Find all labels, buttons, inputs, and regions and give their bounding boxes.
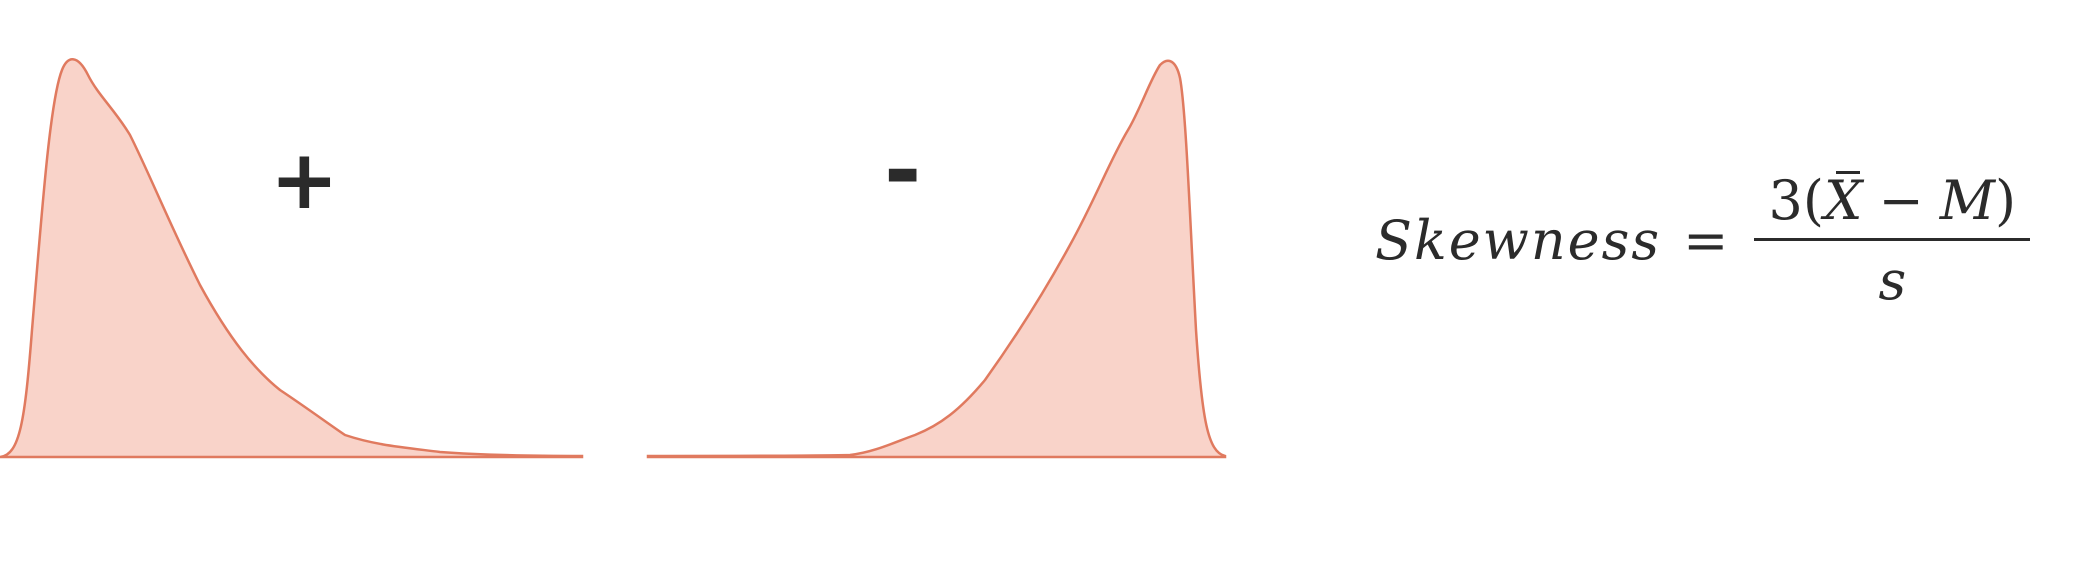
negative-skew-curve xyxy=(646,59,1227,459)
skewness-formula: Skewness = 3( X − M ) s xyxy=(1375,160,2031,320)
numerator-minus: − xyxy=(1878,168,1924,232)
positive-sign: + xyxy=(270,133,339,228)
numerator-lead: 3( xyxy=(1768,168,1824,232)
numerator-close: ) xyxy=(1994,168,2017,232)
formula-lhs: Skewness xyxy=(1375,208,1662,272)
formula-numerator: 3( X − M ) xyxy=(1765,169,2021,232)
formula-denominator: s xyxy=(1878,248,1907,312)
x-bar-symbol: X xyxy=(1823,168,1863,232)
negative-sign: - xyxy=(884,118,922,223)
formula-equals: = xyxy=(1683,208,1729,272)
formula-fraction: 3( X − M ) s xyxy=(1754,169,2031,312)
positive-skew-curve xyxy=(0,58,584,459)
fraction-bar xyxy=(1754,237,2031,241)
median-symbol: M xyxy=(1939,168,1995,232)
